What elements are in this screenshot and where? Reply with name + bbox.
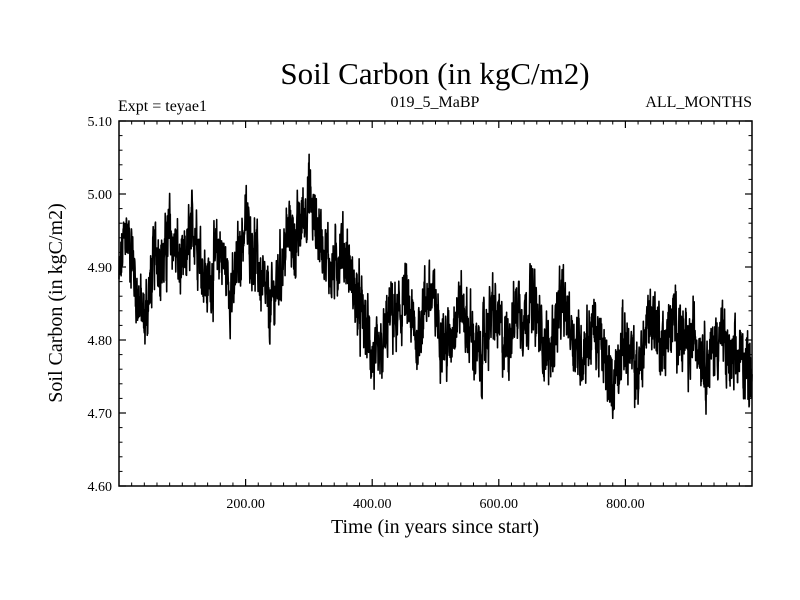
subtitle-months: ALL_MONTHS	[645, 94, 752, 111]
chart-title: Soil Carbon (in kgC/m2)	[280, 56, 589, 91]
x-axis-label: Time (in years since start)	[331, 516, 539, 538]
subtitle-period: 019_5_MaBP	[391, 94, 480, 111]
subtitle-experiment: Expt = teyae1	[118, 98, 207, 115]
x-tick-label: 400.00	[353, 497, 392, 512]
x-tick-label: 200.00	[226, 497, 265, 512]
y-tick-label: 4.60	[88, 480, 113, 495]
x-axis: 200.00 400.00 600.00 800.00	[131, 121, 740, 512]
y-axis: 4.60 4.70 4.80 4.90 5.00 5.10	[88, 115, 752, 495]
y-tick-label: 4.90	[88, 261, 113, 276]
y-tick-label: 4.80	[88, 334, 113, 349]
y-tick-label: 5.00	[88, 188, 113, 203]
series-line	[118, 153, 753, 420]
y-tick-label: 5.10	[88, 115, 113, 130]
x-tick-label: 800.00	[606, 497, 645, 512]
plot-area	[118, 153, 753, 420]
x-tick-label: 600.00	[480, 497, 519, 512]
y-tick-label: 4.70	[88, 407, 113, 422]
y-axis-label: Soil Carbon (in kgC/m2)	[45, 203, 67, 402]
